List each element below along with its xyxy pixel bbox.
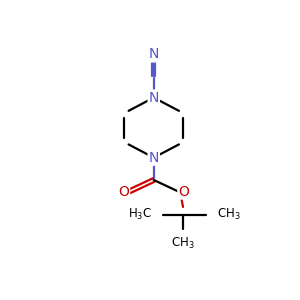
Text: H$_3$C: H$_3$C	[128, 207, 152, 222]
Text: N: N	[148, 151, 159, 165]
Text: CH$_3$: CH$_3$	[171, 236, 195, 251]
Text: N: N	[148, 47, 159, 61]
Text: CH$_3$: CH$_3$	[217, 207, 241, 222]
Text: N: N	[148, 91, 159, 105]
Text: O: O	[118, 184, 129, 199]
Text: O: O	[178, 184, 189, 199]
